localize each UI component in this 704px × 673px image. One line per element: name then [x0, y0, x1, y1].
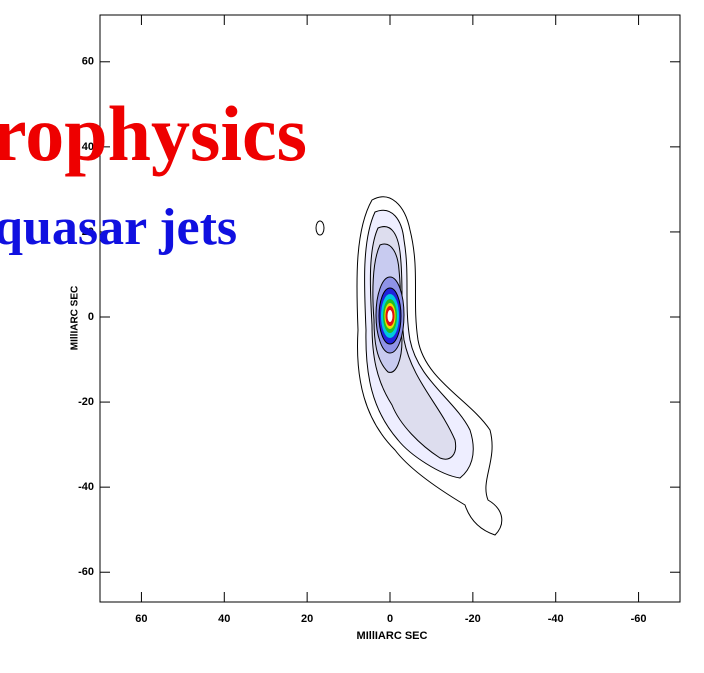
- contour: [388, 310, 393, 322]
- y-tick-label: 0: [88, 311, 94, 323]
- contour: [316, 221, 324, 235]
- x-tick-label: 20: [301, 613, 313, 625]
- y-tick-label: -40: [78, 481, 94, 493]
- y-axis-label: MIllIARC SEC: [70, 286, 81, 350]
- y-tick-label: 60: [82, 56, 94, 68]
- x-tick-label: 0: [387, 613, 393, 625]
- contour-map: [316, 197, 502, 535]
- x-tick-label: 60: [135, 613, 147, 625]
- x-tick-label: 40: [218, 613, 230, 625]
- subtitle: quasar jets: [0, 199, 237, 256]
- x-axis-label: MIllIARC SEC: [357, 630, 428, 642]
- x-tick-label: -20: [465, 613, 481, 625]
- x-tick-label: -60: [631, 613, 647, 625]
- y-tick-label: -20: [78, 396, 94, 408]
- chart: MIllIARC SEC MIllIARC SEC 60 40 20 0 -20 -40 -…: [0, 0, 704, 673]
- x-tick-label: -40: [548, 613, 564, 625]
- title: rophysics: [0, 90, 307, 177]
- y-tick-label: -60: [78, 566, 94, 578]
